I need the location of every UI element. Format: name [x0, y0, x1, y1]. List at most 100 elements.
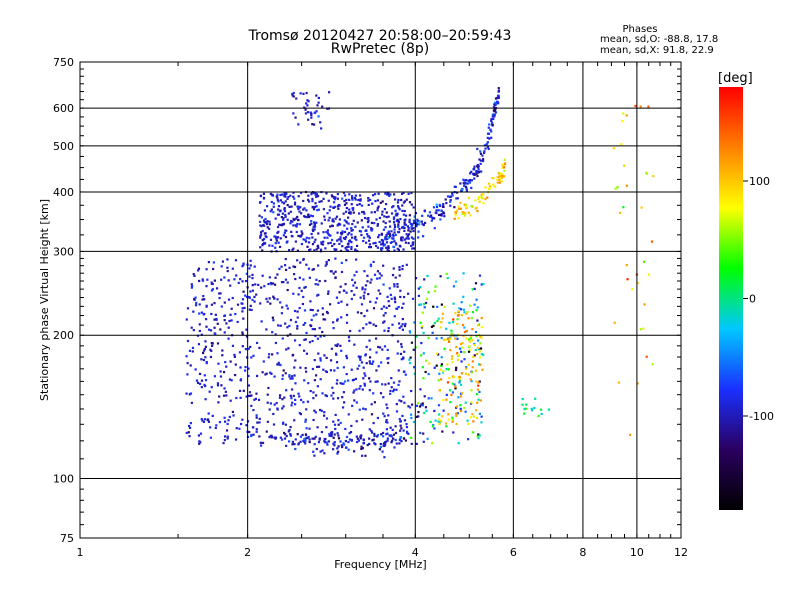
data-point: [255, 416, 258, 419]
data-point: [471, 288, 474, 291]
data-point: [385, 420, 388, 423]
data-point: [415, 442, 418, 445]
data-point: [458, 381, 461, 384]
data-point: [473, 165, 476, 168]
data-point: [482, 353, 485, 356]
data-point: [245, 328, 248, 331]
data-point: [626, 278, 629, 281]
data-point: [321, 392, 324, 395]
data-point: [464, 372, 468, 376]
data-point: [302, 199, 305, 203]
data-point: [284, 372, 287, 375]
data-point: [478, 412, 481, 415]
colorbar-tick-label: 0: [749, 293, 756, 306]
data-point: [396, 352, 399, 355]
x-axis-ticks: 1 2 4 6 8 10 12: [77, 62, 688, 559]
data-point: [289, 210, 292, 213]
x-axis-label: Frequency [MHz]: [334, 558, 426, 571]
data-point: [433, 321, 436, 325]
data-point: [298, 306, 301, 310]
data-point: [417, 410, 420, 414]
data-point: [311, 339, 314, 343]
chart-title: Tromsø 20120427 20:58:00–20:59:43: [248, 28, 512, 44]
data-point: [357, 212, 361, 215]
data-point: [336, 343, 339, 346]
data-point: [432, 324, 435, 327]
data-point: [496, 175, 499, 178]
data-point: [322, 197, 325, 200]
data-point: [366, 274, 369, 277]
data-point: [374, 443, 377, 446]
data-point: [245, 272, 248, 275]
data-point: [402, 213, 405, 216]
data-point: [385, 403, 388, 406]
data-point: [370, 413, 374, 416]
data-point: [472, 415, 475, 418]
data-point: [210, 281, 213, 284]
data-point: [493, 185, 496, 188]
data-point: [323, 354, 326, 357]
data-point: [330, 270, 333, 273]
data-point: [389, 193, 392, 196]
data-point: [479, 399, 482, 402]
data-point: [212, 261, 216, 264]
data-point: [361, 286, 364, 289]
data-point: [322, 240, 325, 243]
data-point: [313, 228, 316, 231]
data-point: [433, 289, 437, 293]
data-point: [475, 335, 478, 338]
data-point: [205, 285, 208, 288]
data-point: [336, 432, 339, 435]
data-point: [283, 208, 286, 211]
data-point: [282, 202, 286, 205]
data-point: [437, 404, 441, 407]
y-tick-label: 600: [53, 102, 74, 115]
data-point: [316, 209, 319, 212]
data-point: [298, 411, 301, 415]
data-point: [457, 358, 460, 361]
data-point: [364, 284, 368, 287]
data-point: [322, 208, 325, 211]
data-point: [640, 206, 643, 209]
data-point: [476, 306, 479, 309]
data-point: [245, 335, 249, 338]
data-point: [370, 227, 373, 230]
data-point: [241, 418, 244, 421]
data-point: [449, 204, 452, 207]
data-point: [384, 226, 387, 229]
data-point: [412, 206, 415, 209]
data-point: [226, 422, 229, 426]
data-point: [458, 307, 461, 310]
data-point: [373, 442, 376, 445]
data-point: [343, 203, 347, 206]
data-point: [242, 389, 245, 392]
data-point: [251, 283, 254, 287]
data-point: [190, 326, 193, 329]
data-point: [466, 182, 469, 185]
data-point: [349, 211, 352, 214]
data-point: [319, 357, 322, 360]
data-point: [470, 317, 473, 320]
data-point: [477, 433, 480, 436]
data-point: [497, 87, 500, 90]
data-point: [279, 301, 282, 304]
data-point: [342, 237, 346, 240]
data-point: [307, 100, 310, 103]
data-point: [494, 111, 498, 114]
data-point: [235, 427, 238, 430]
data-point: [293, 309, 297, 313]
data-point: [299, 206, 302, 209]
data-point: [285, 241, 288, 244]
data-point: [347, 242, 350, 245]
data-point: [403, 218, 406, 222]
data-point: [190, 401, 193, 404]
data-point: [316, 426, 319, 429]
data-point: [303, 106, 306, 109]
data-point: [313, 225, 317, 228]
data-point: [419, 431, 422, 435]
data-point: [361, 210, 364, 214]
data-point: [477, 197, 480, 201]
data-point: [266, 420, 269, 423]
data-point: [386, 348, 389, 352]
data-point: [225, 394, 228, 397]
